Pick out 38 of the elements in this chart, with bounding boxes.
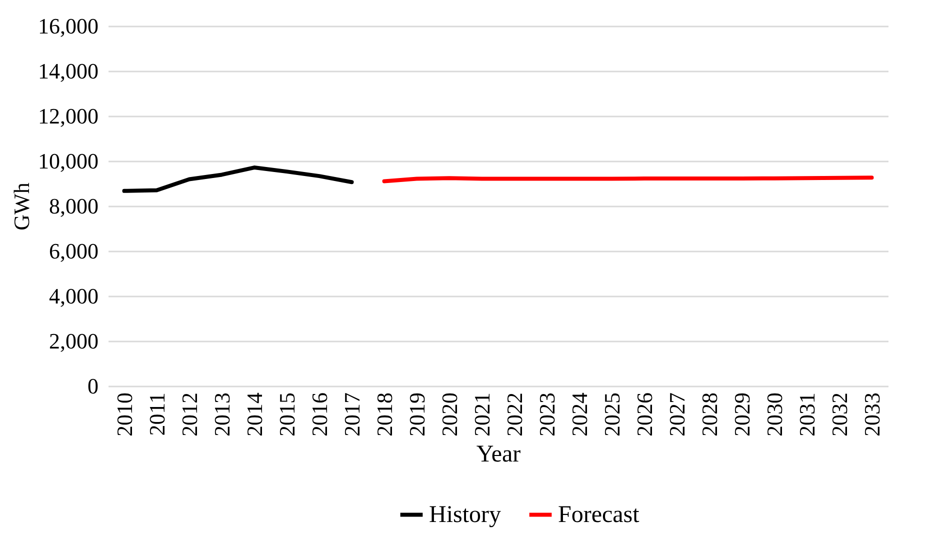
x-tick-label: 2031 (794, 392, 820, 436)
x-tick-label: 2015 (274, 392, 300, 436)
x-tick-label: 2014 (242, 392, 267, 436)
y-tick-label: 6,000 (49, 238, 98, 264)
x-tick-label: 2024 (566, 392, 592, 436)
x-axis-title: Year (476, 442, 521, 468)
y-tick-label: 12,000 (38, 104, 98, 128)
y-tick-label: 16,000 (38, 14, 98, 38)
y-tick-label: 10,000 (38, 148, 98, 174)
y-tick-label: 4,000 (49, 284, 98, 308)
y-axis-title: GWh (9, 182, 34, 230)
y-tick-label: 14,000 (38, 58, 98, 84)
y-tick-label: 8,000 (49, 194, 98, 218)
x-tick-label: 2017 (339, 392, 364, 436)
x-tick-label: 2023 (534, 392, 560, 436)
x-tick-label: 2029 (729, 392, 754, 436)
x-tick-label: 2010 (112, 392, 137, 436)
x-tick-label: 2020 (436, 392, 462, 436)
x-tick-label: 2012 (176, 392, 202, 436)
x-tick-label: 2021 (469, 392, 494, 436)
line-series (122, 166, 354, 193)
x-tick-label: 2027 (664, 392, 690, 436)
x-tick-label: 2022 (502, 392, 527, 436)
x-tick-label: 2011 (144, 392, 170, 436)
x-tick-label: 2025 (599, 392, 624, 436)
y-tick-label: 0 (88, 374, 98, 398)
x-tick-label: 2019 (404, 392, 430, 436)
x-tick-label: 2028 (696, 392, 722, 436)
legend-label: History (429, 502, 501, 528)
x-tick-label: 2030 (762, 392, 787, 436)
legend-label: Forecast (558, 502, 640, 528)
x-tick-label: 2033 (859, 392, 884, 436)
x-tick-label: 2026 (632, 392, 657, 436)
y-tick-label: 2,000 (49, 328, 98, 354)
x-tick-label: 2032 (826, 392, 852, 436)
x-tick-label: 2016 (306, 392, 332, 436)
x-tick-label: 2018 (372, 392, 397, 436)
x-tick-label: 2013 (209, 392, 234, 436)
